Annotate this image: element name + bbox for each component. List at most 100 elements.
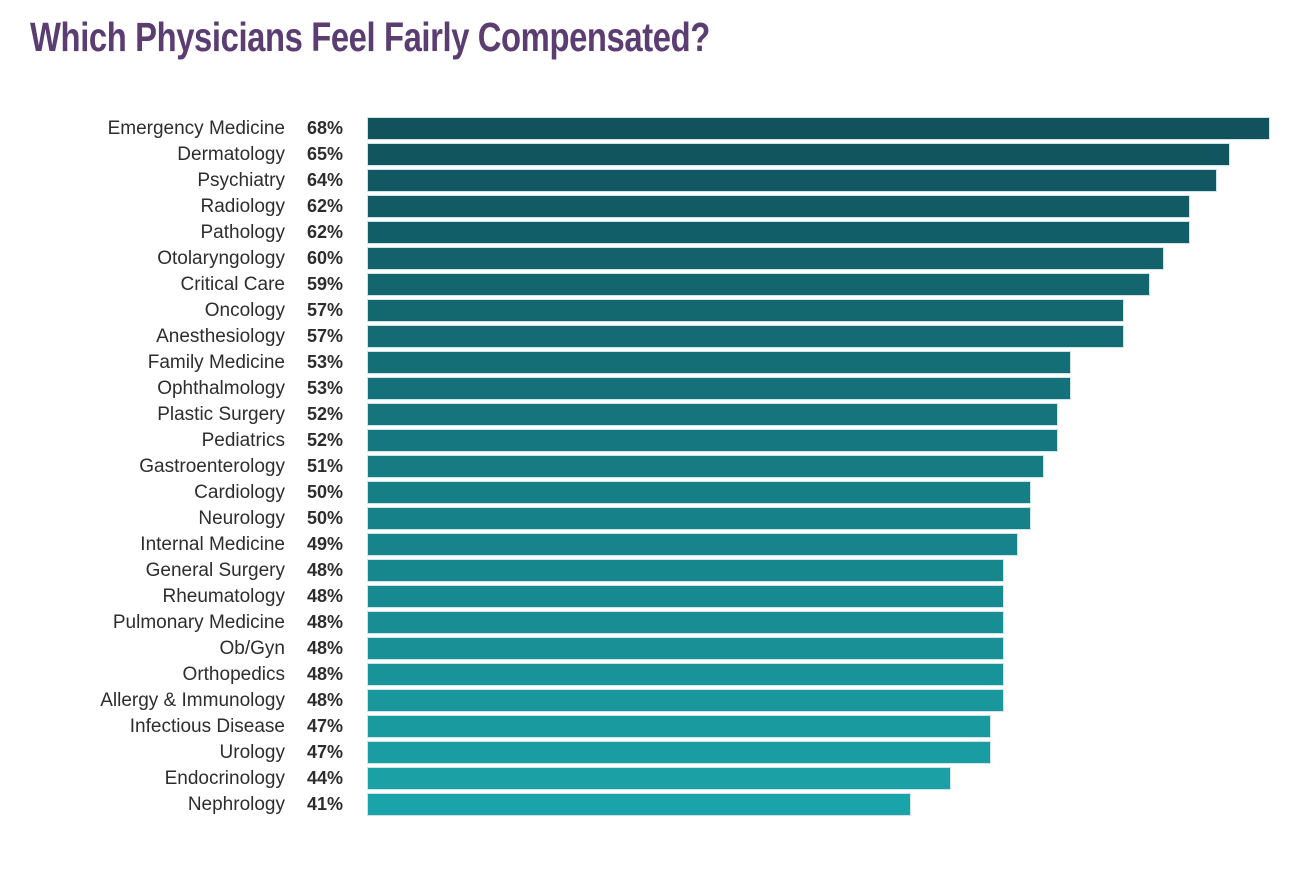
bar-track <box>367 792 1290 816</box>
chart-row: Nephrology 41% <box>0 791 1290 817</box>
bar-track <box>367 168 1290 192</box>
chart-row: Dermatology 65% <box>0 141 1290 167</box>
value-label: 48% <box>306 586 344 606</box>
specialty-label: Otolaryngology <box>157 247 285 269</box>
chart-row: Ob/Gyn 48% <box>0 635 1290 661</box>
chart-row: Orthopedics 48% <box>0 661 1290 687</box>
bar-track <box>367 558 1290 582</box>
bar <box>367 376 1071 400</box>
chart-row: Cardiology 50% <box>0 479 1290 505</box>
bar <box>367 168 1217 192</box>
specialty-label: Cardiology <box>194 481 285 503</box>
chart-row: Pathology 62% <box>0 219 1290 245</box>
bar <box>367 324 1124 348</box>
bar-track <box>367 324 1290 348</box>
specialty-label: Nephrology <box>187 793 285 815</box>
chart-row: Allergy & Immunology 48% <box>0 687 1290 713</box>
bar <box>367 246 1164 270</box>
value-label: 57% <box>306 326 344 346</box>
value-label: 57% <box>306 300 344 320</box>
bar <box>367 454 1044 478</box>
specialty-label: Endocrinology <box>164 767 285 789</box>
bar <box>367 272 1150 296</box>
bar <box>367 584 1004 608</box>
bar-track <box>367 506 1290 530</box>
bar-track <box>367 454 1290 478</box>
bar-track <box>367 714 1290 738</box>
bar <box>367 558 1004 582</box>
specialty-label: Emergency Medicine <box>107 117 285 139</box>
specialty-label: Neurology <box>198 507 285 529</box>
chart-row: Oncology 57% <box>0 297 1290 323</box>
specialty-label: Radiology <box>200 195 286 217</box>
value-label: 41% <box>306 794 344 814</box>
bar <box>367 142 1230 166</box>
chart-row: Pediatrics 52% <box>0 427 1290 453</box>
specialty-label: Allergy & Immunology <box>100 689 285 711</box>
value-label: 44% <box>306 768 344 788</box>
specialty-label: Family Medicine <box>147 351 285 373</box>
chart-row: Emergency Medicine 68% <box>0 115 1290 141</box>
value-label: 65% <box>306 144 344 164</box>
specialty-label: Ob/Gyn <box>219 637 285 659</box>
chart-row: Infectious Disease 47% <box>0 713 1290 739</box>
specialty-label: Pulmonary Medicine <box>112 611 285 633</box>
specialty-label: Oncology <box>204 299 285 321</box>
bar-track <box>367 142 1290 166</box>
specialty-label: Urology <box>219 741 285 763</box>
chart-row: Ophthalmology 53% <box>0 375 1290 401</box>
bar-track <box>367 636 1290 660</box>
value-label: 51% <box>306 456 344 476</box>
bar-track <box>367 688 1290 712</box>
value-label: 53% <box>306 378 344 398</box>
chart-row: Internal Medicine 49% <box>0 531 1290 557</box>
bar <box>367 350 1071 374</box>
bar <box>367 610 1004 634</box>
bar-track <box>367 740 1290 764</box>
chart-row: Critical Care 59% <box>0 271 1290 297</box>
value-label: 59% <box>306 274 344 294</box>
value-label: 68% <box>306 118 344 138</box>
bar-track <box>367 116 1290 140</box>
bar <box>367 506 1031 530</box>
value-label: 53% <box>306 352 344 372</box>
bar <box>367 740 991 764</box>
bar <box>367 766 951 790</box>
specialty-label: Critical Care <box>180 273 285 295</box>
chart-row: Rheumatology 48% <box>0 583 1290 609</box>
chart-row: Endocrinology 44% <box>0 765 1290 791</box>
value-label: 52% <box>306 404 344 424</box>
bar-track <box>367 350 1290 374</box>
value-label: 60% <box>306 248 344 268</box>
specialty-label: General Surgery <box>145 559 285 581</box>
chart-row: Family Medicine 53% <box>0 349 1290 375</box>
bar <box>367 688 1004 712</box>
bar <box>367 428 1058 452</box>
bar-track <box>367 610 1290 634</box>
chart-row: Radiology 62% <box>0 193 1290 219</box>
bar-track <box>367 428 1290 452</box>
value-label: 48% <box>306 690 344 710</box>
bar <box>367 636 1004 660</box>
specialty-label: Plastic Surgery <box>157 403 285 425</box>
bar-track <box>367 532 1290 556</box>
chart-row: Urology 47% <box>0 739 1290 765</box>
bar-track <box>367 766 1290 790</box>
bar-track <box>367 480 1290 504</box>
specialty-label: Pediatrics <box>201 429 285 451</box>
value-label: 62% <box>306 196 344 216</box>
specialty-label: Gastroenterology <box>139 455 285 477</box>
bar-track <box>367 584 1290 608</box>
chart-row: Anesthesiology 57% <box>0 323 1290 349</box>
chart-row: General Surgery 48% <box>0 557 1290 583</box>
bar <box>367 480 1031 504</box>
specialty-label: Ophthalmology <box>157 377 285 399</box>
specialty-label: Infectious Disease <box>129 715 285 737</box>
specialty-label: Anesthesiology <box>156 325 285 347</box>
bar <box>367 298 1124 322</box>
specialty-label: Psychiatry <box>197 169 285 191</box>
bar <box>367 220 1190 244</box>
bar-track <box>367 194 1290 218</box>
specialty-label: Orthopedics <box>182 663 285 685</box>
bar-track <box>367 272 1290 296</box>
